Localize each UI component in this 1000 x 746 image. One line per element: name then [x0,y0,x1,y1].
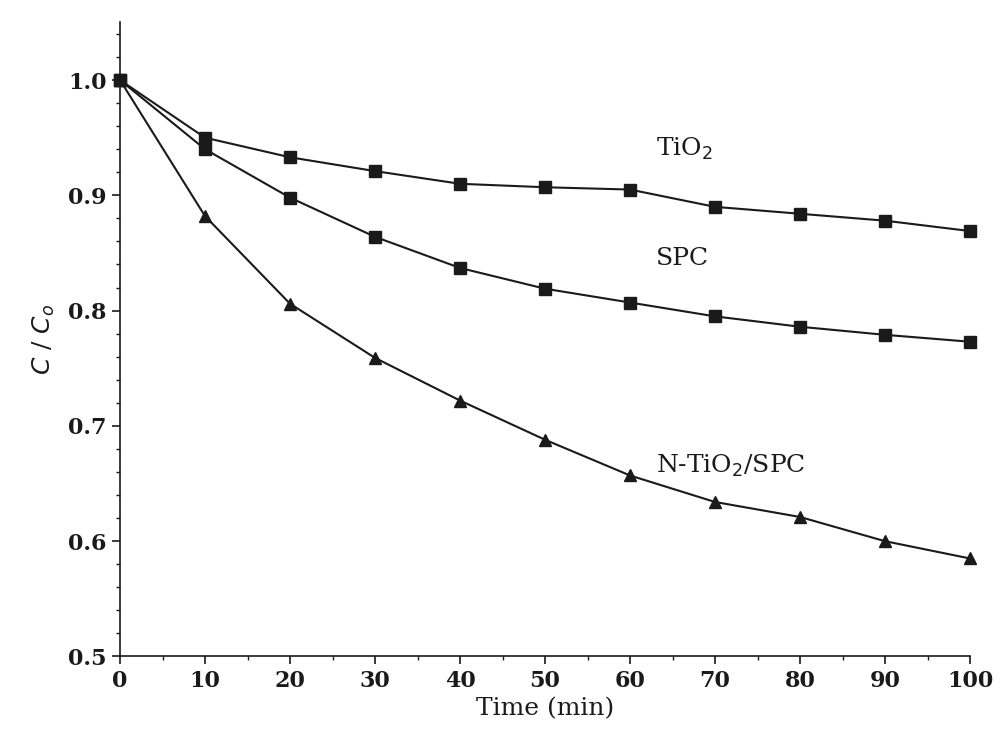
Text: SPC: SPC [656,247,709,270]
Text: TiO$_2$: TiO$_2$ [656,136,712,163]
Text: N-TiO$_2$/SPC: N-TiO$_2$/SPC [656,453,805,480]
X-axis label: Time (min): Time (min) [476,698,614,720]
Y-axis label: $C$ / $C$$_o$: $C$ / $C$$_o$ [31,304,57,375]
